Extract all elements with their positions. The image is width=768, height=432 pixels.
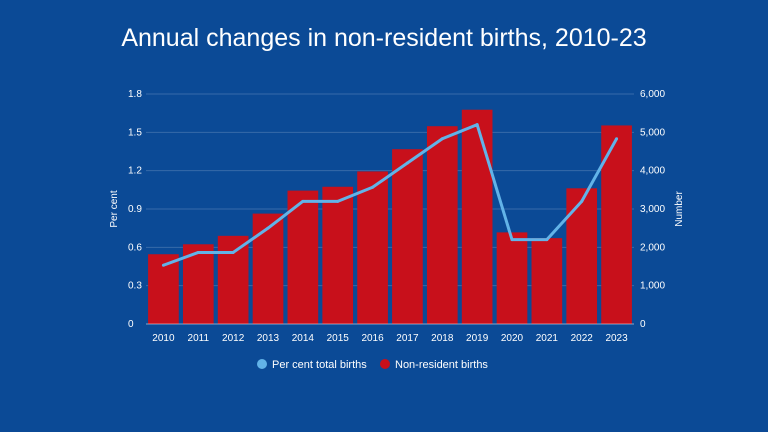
x-tick-label: 2011	[188, 333, 210, 344]
line-point	[301, 199, 305, 203]
y-right-tick-label: 0	[640, 319, 646, 330]
legend-marker-line	[257, 359, 267, 369]
line-point	[615, 137, 619, 141]
line-point	[545, 238, 549, 242]
line-point	[475, 123, 479, 127]
line-point	[161, 263, 165, 267]
x-tick-label: 2016	[361, 333, 384, 344]
y-left-tick-label: 0	[128, 319, 134, 330]
bar	[357, 171, 388, 324]
x-tick-label: 2021	[536, 333, 559, 344]
bar	[566, 188, 598, 324]
y-right-tick-label: 5,000	[640, 127, 665, 138]
bar	[322, 186, 354, 324]
y-left-tick-label: 0.3	[128, 281, 142, 292]
bar	[496, 232, 528, 324]
legend-label-line: Per cent total births	[272, 359, 367, 371]
y-right-tick-label: 3,000	[640, 204, 665, 215]
x-tick-label: 2012	[222, 333, 245, 344]
bar	[426, 126, 458, 324]
line-point	[580, 199, 584, 203]
x-tick-label: 2013	[257, 333, 280, 344]
y-right-tick-label: 4,000	[640, 166, 665, 177]
y-right-tick-label: 2,000	[640, 242, 665, 253]
y-left-tick-label: 1.8	[128, 89, 142, 100]
legend-marker-bar	[380, 359, 390, 369]
chart-title: Annual changes in non-resident births, 2…	[121, 24, 647, 52]
legend-label-bar: Non-resident births	[395, 359, 488, 371]
y-left-axis-label: Per cent	[109, 190, 120, 227]
x-tick-label: 2017	[396, 333, 419, 344]
x-tick-label: 2015	[327, 333, 350, 344]
line-point	[510, 238, 514, 242]
line-point	[371, 185, 375, 189]
bar	[287, 190, 319, 324]
x-tick-label: 2019	[466, 333, 489, 344]
y-right-axis-label: Number	[674, 191, 685, 227]
x-tick-label: 2018	[431, 333, 454, 344]
y-left-tick-label: 0.6	[128, 242, 142, 253]
line-point	[405, 161, 409, 165]
line-point	[196, 250, 200, 254]
x-tick-label: 2010	[152, 333, 175, 344]
bar	[392, 149, 423, 324]
x-tick-label: 2022	[571, 333, 594, 344]
y-right-tick-label: 6,000	[640, 89, 665, 100]
y-left-tick-label: 0.9	[128, 204, 142, 215]
y-left-tick-label: 1.5	[128, 127, 142, 138]
line-point	[266, 226, 270, 230]
x-tick-label: 2014	[292, 333, 315, 344]
bar	[252, 213, 284, 324]
bar	[217, 235, 249, 324]
line-point	[231, 250, 235, 254]
x-tick-label: 2023	[605, 333, 628, 344]
line-point	[440, 137, 444, 141]
bar	[461, 109, 493, 324]
x-tick-label: 2020	[501, 333, 524, 344]
line-point	[336, 199, 340, 203]
bar	[531, 238, 563, 324]
series-line-per-cent	[162, 123, 618, 267]
y-left-tick-label: 1.2	[128, 166, 142, 177]
y-right-tick-label: 1,000	[640, 281, 665, 292]
